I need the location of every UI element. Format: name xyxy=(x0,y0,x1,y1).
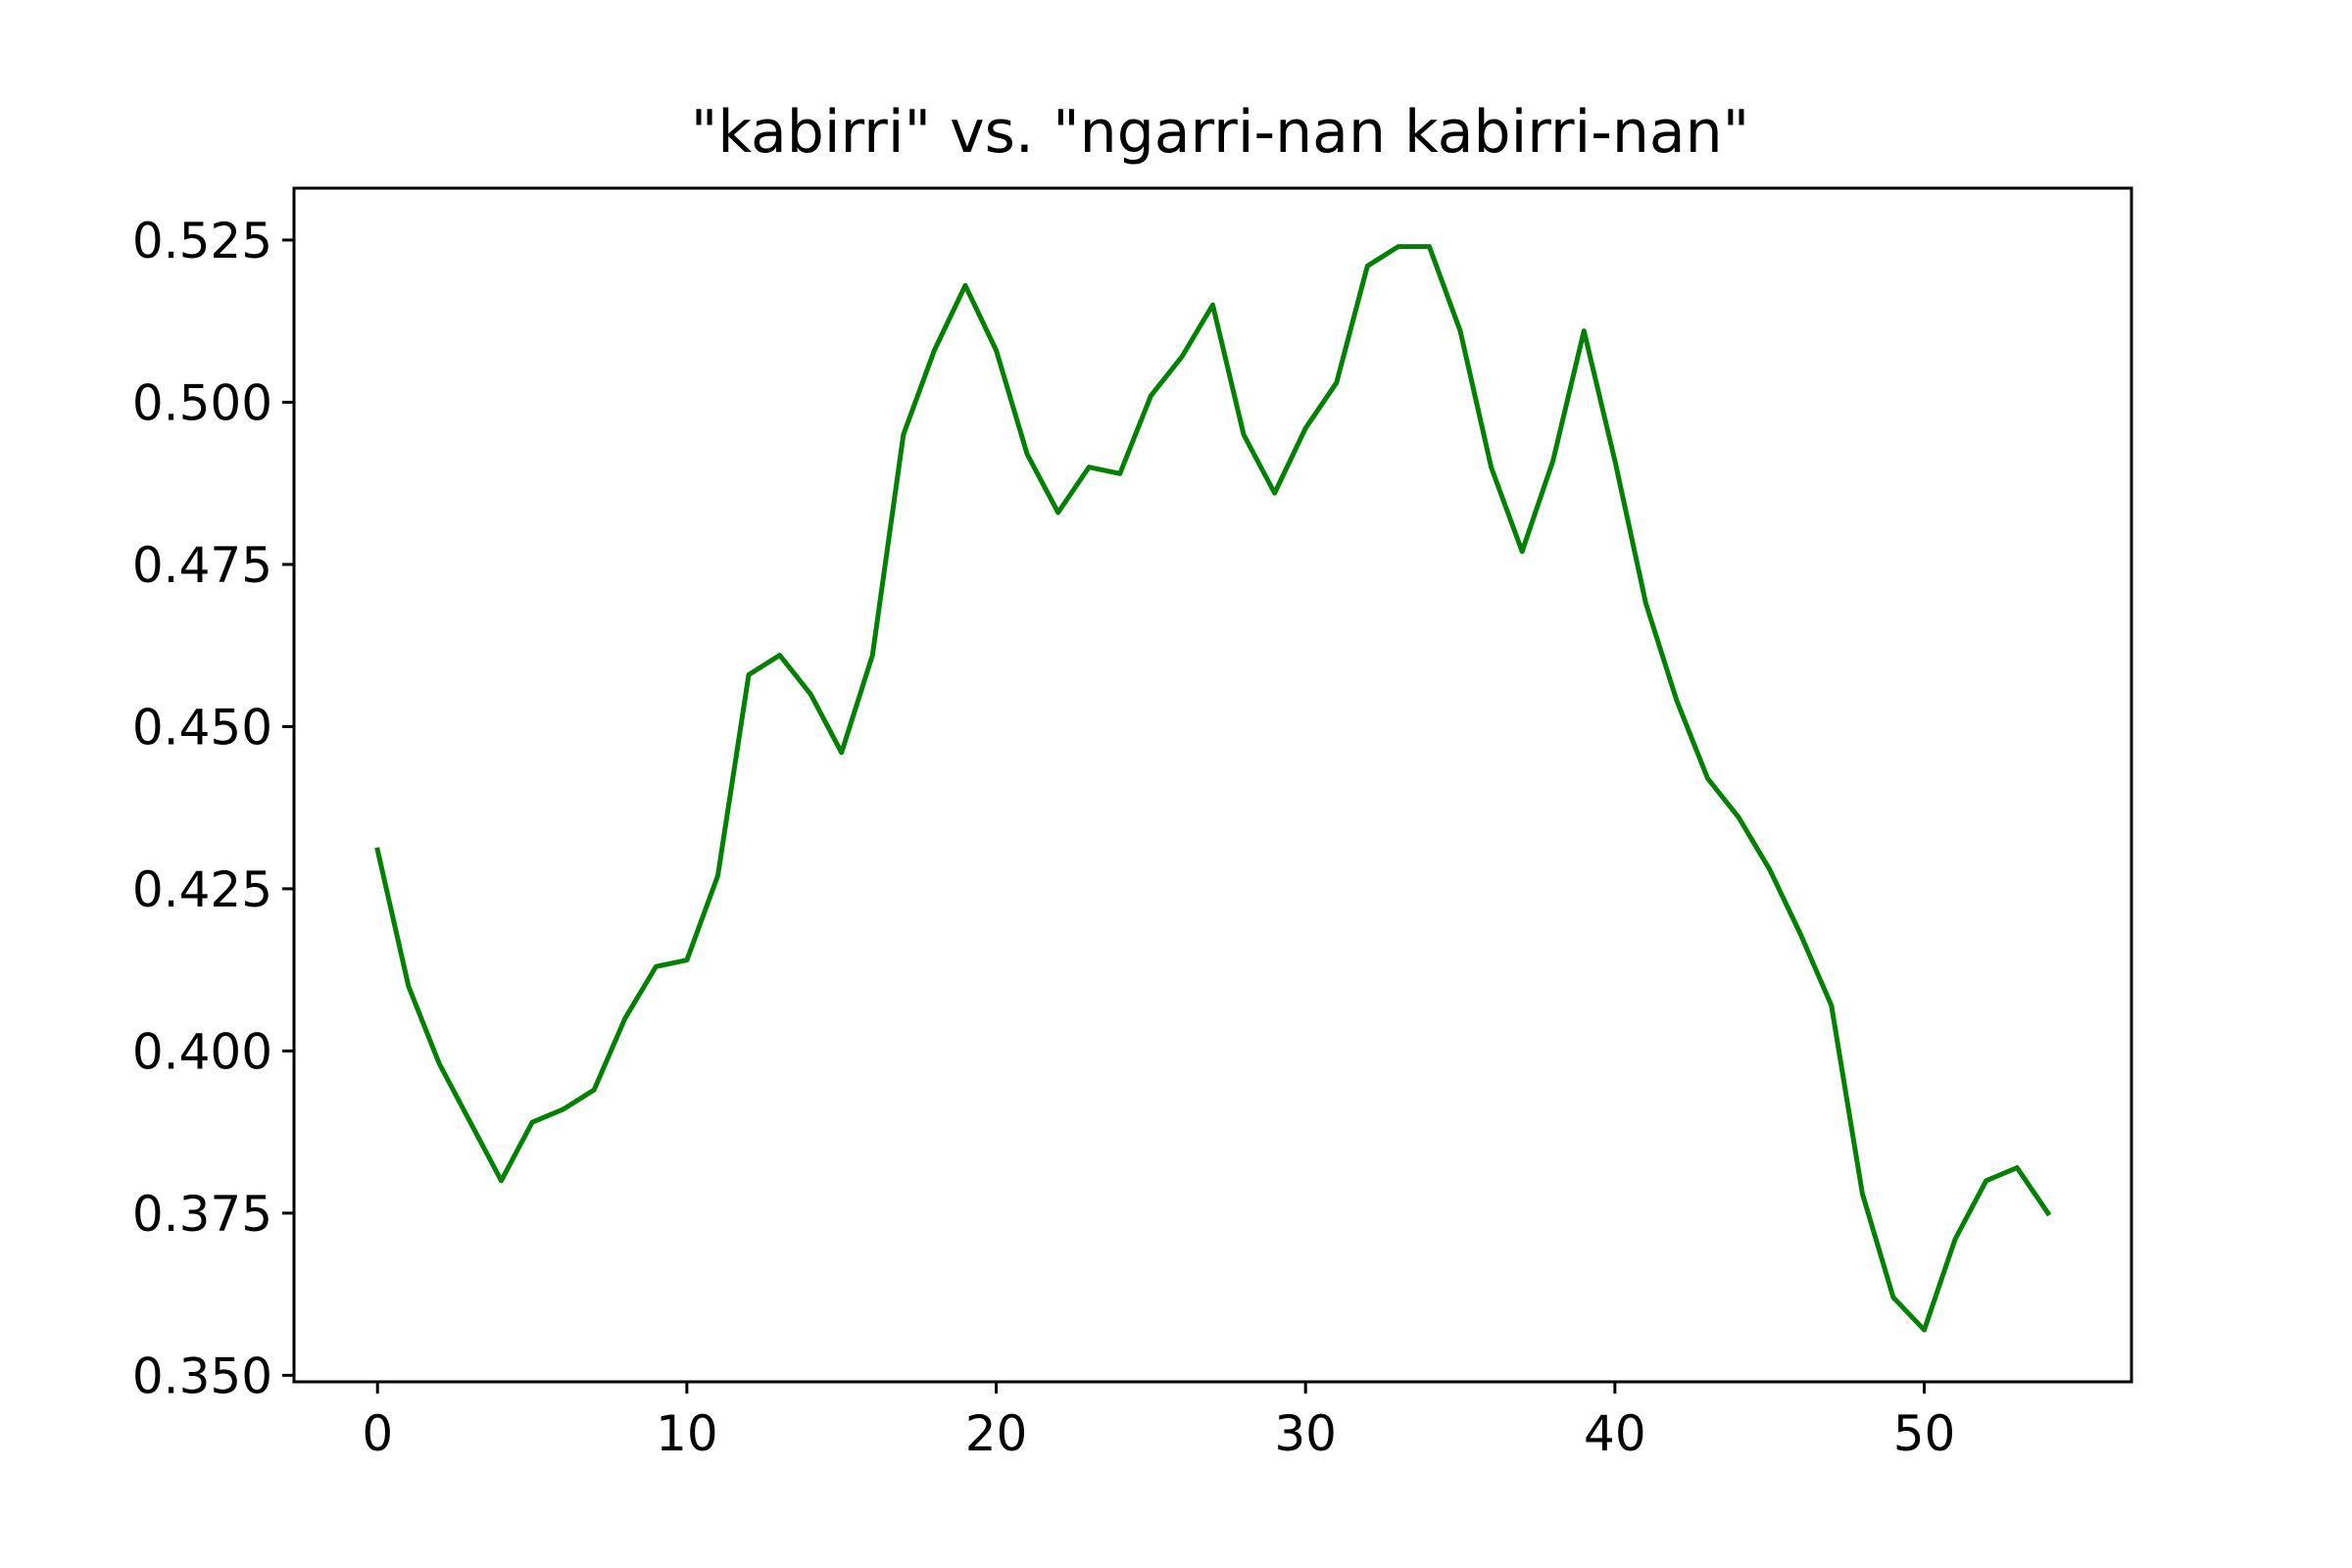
x-axis: 0 10 20 30 40 50 xyxy=(362,1382,1955,1462)
y-tick-label: 0.525 xyxy=(132,213,272,270)
x-tick-label: 20 xyxy=(965,1405,1028,1462)
x-tick-label: 30 xyxy=(1274,1405,1337,1462)
x-tick-label: 50 xyxy=(1893,1405,1956,1462)
plot-frame xyxy=(292,186,2133,1384)
chart-title: "kabirri" vs. "ngarri-nan kabirri-nan" xyxy=(691,98,1750,167)
x-tick-label: 10 xyxy=(656,1405,718,1462)
y-tick-label: 0.350 xyxy=(132,1348,272,1404)
y-tick-label: 0.425 xyxy=(132,861,272,918)
plot-area xyxy=(374,244,2052,1333)
y-tick-label: 0.400 xyxy=(132,1023,272,1080)
x-tick-label: 0 xyxy=(362,1405,393,1462)
series-line-0 xyxy=(374,244,2052,1333)
x-tick-label: 40 xyxy=(1584,1405,1646,1462)
y-tick-label: 0.500 xyxy=(132,374,272,431)
y-tick-label: 0.450 xyxy=(132,699,272,756)
y-tick-label: 0.375 xyxy=(132,1186,272,1243)
y-axis: 0.350 0.375 0.400 0.425 0.450 0.475 0.500 0.525 xyxy=(132,213,294,1404)
y-tick-label: 0.475 xyxy=(132,537,272,594)
